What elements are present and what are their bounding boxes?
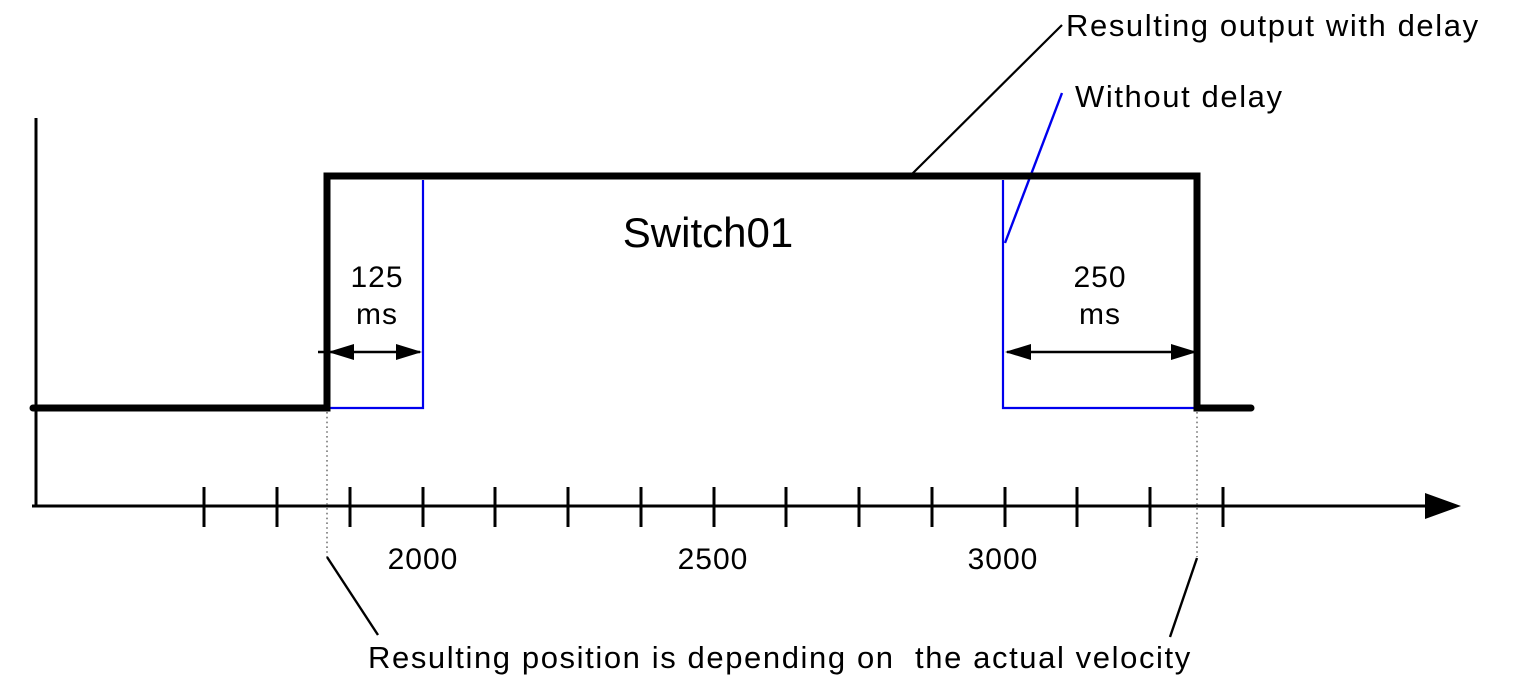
arrowhead-left-icon xyxy=(328,344,354,360)
signal-with-delay-waveform xyxy=(29,172,1255,412)
delay-dimension-left: 125 ms xyxy=(318,261,422,360)
arrowhead-right-icon xyxy=(396,344,422,360)
callout-label-without-delay: Without delay xyxy=(1075,79,1284,114)
delay-value-left: 125 xyxy=(350,261,403,294)
velocity-note-label: Resulting position is depending on the a… xyxy=(368,640,1192,675)
note-leader-line-left xyxy=(325,556,380,636)
delay-unit-right: ms xyxy=(1079,298,1121,331)
delay-unit-left: ms xyxy=(356,298,398,331)
signal-without-delay-falling-edge xyxy=(1001,180,1197,410)
signal-without-delay-rising-edge xyxy=(327,180,425,410)
axis-tick-label-2500: 2500 xyxy=(678,543,749,576)
arrowhead-left-icon xyxy=(1005,344,1031,360)
callout-line-without-delay xyxy=(1003,92,1064,244)
switch-name-label: Switch01 xyxy=(623,209,793,256)
axis-tick-label-3000: 3000 xyxy=(968,543,1039,576)
axis-tick-label-2000: 2000 xyxy=(388,543,459,576)
note-leader-line-right xyxy=(1168,557,1199,638)
arrowhead-right-icon xyxy=(1171,344,1197,360)
callout-label-with-delay: Resulting output with delay xyxy=(1066,8,1480,43)
axis-ticks xyxy=(202,487,1225,527)
signal-with-delay xyxy=(29,24,1255,412)
callout-line-with-delay xyxy=(911,24,1063,175)
axis-arrowhead-icon xyxy=(1425,493,1461,519)
delay-dimension-right: 250 ms xyxy=(1005,261,1197,360)
axes: 2000 2500 3000 xyxy=(32,118,1461,576)
signal-without-delay xyxy=(327,92,1197,410)
position-reference-lines xyxy=(325,412,1199,638)
delay-value-right: 250 xyxy=(1073,261,1126,294)
